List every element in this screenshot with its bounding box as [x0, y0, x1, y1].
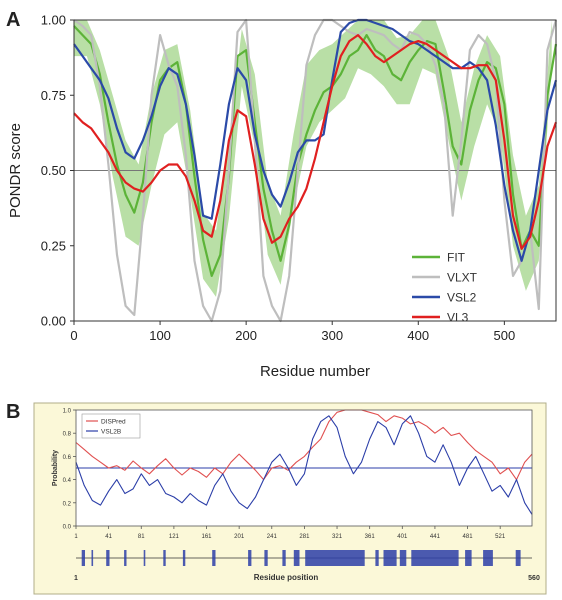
disorder-region	[106, 550, 110, 566]
panel-b-disorder-track	[76, 550, 532, 566]
y-tick-label: 1.0	[63, 409, 72, 415]
x-tick-label: 321	[332, 534, 343, 540]
y-tick-label: 0.25	[41, 238, 66, 253]
panel-a-y-axis-label: PONDR score	[7, 123, 24, 218]
y-tick-label: 0.4	[63, 478, 72, 484]
legend-label-vlxt: VLXT	[447, 271, 478, 285]
disorder-region	[143, 550, 146, 566]
panel-a-label: A	[6, 9, 20, 31]
panel-a-ticks: 0 100 200 300 400 500 0.00 0.25 0.50 0.75 1.00	[41, 13, 516, 344]
x-tick-label: 481	[463, 534, 474, 540]
y-tick-label: 0.2	[63, 501, 72, 507]
x-tick-label: 161	[202, 534, 213, 540]
x-tick-label: 521	[495, 534, 506, 540]
legend-label-dispred: DISPred	[101, 419, 126, 426]
x-tick-label: 81	[138, 534, 145, 540]
panel-b-chart: 1 41 81 121 161 201 241 281 321 361 401 441 481 521 0.…	[33, 402, 547, 595]
x-tick-label: 201	[234, 534, 245, 540]
x-tick-label: 300	[321, 328, 343, 343]
x-tick-label: 0	[70, 328, 77, 343]
panel-a-series-lines	[73, 18, 558, 323]
panel-b-ticks: 1 41 81 121 161 201 241 281 321 361 401 441 481 521 0.…	[63, 409, 506, 541]
x-tick-label: 500	[494, 328, 516, 343]
disorder-region	[163, 550, 166, 566]
panel-b-legend-box	[81, 413, 141, 439]
x-tick-label: 441	[430, 534, 441, 540]
x-tick-label: 100	[149, 328, 171, 343]
x-tick-label: 361	[365, 534, 376, 540]
x-tick-label: 200	[235, 328, 257, 343]
disorder-region	[182, 550, 186, 566]
disorder-region	[81, 550, 85, 566]
panel-a-legend: FIT VLXT VSL2 VL3	[412, 251, 478, 325]
disorder-region	[305, 550, 365, 566]
x-tick-label: 400	[407, 328, 429, 343]
disorder-region	[411, 550, 459, 566]
disorder-region	[124, 550, 127, 566]
x-tick-label: 1	[74, 534, 78, 540]
disorder-region	[383, 550, 397, 566]
panel-b-y-axis-label: Probability	[52, 450, 59, 486]
panel-b-series-lines	[75, 409, 533, 515]
disorder-region	[212, 550, 216, 566]
series-line-dispred	[75, 409, 533, 481]
disorder-region	[293, 550, 300, 566]
x-tick-label: 281	[299, 534, 310, 540]
panel-b-label: B	[6, 401, 20, 423]
disorder-region	[91, 550, 94, 566]
panel-a-x-axis-label: Residue number	[260, 363, 370, 380]
y-tick-label: 0.6	[63, 455, 72, 461]
fit-confidence-band	[74, 20, 552, 297]
y-tick-label: 0.0	[63, 525, 72, 531]
series-line-vl3	[73, 34, 558, 250]
disorder-region	[399, 550, 407, 566]
legend-label-fit: FIT	[447, 251, 466, 265]
panel-a-fit-band	[74, 20, 552, 297]
disorder-region	[248, 550, 252, 566]
series-line-vlxt	[73, 18, 558, 323]
x-tick-label: 401	[397, 534, 408, 540]
legend-label-vl3: VL3	[447, 311, 469, 325]
disorder-region	[515, 550, 521, 566]
x-tick-label: 121	[169, 534, 180, 540]
panel-b-residue-start: 1	[74, 575, 78, 582]
panel-b-residue-axis-label: Residue position	[254, 573, 319, 582]
panel-b-plot-frame	[75, 409, 533, 527]
y-tick-label: 1.00	[41, 13, 66, 28]
y-tick-label: 0.75	[41, 88, 66, 103]
legend-label-vsl2: VSL2	[447, 291, 477, 305]
disorder-region	[465, 550, 472, 566]
panel-a-chart: 0 100 200 300 400 500 0.00 0.25 0.50 0.75 1.00 Res…	[7, 13, 558, 380]
panel-b-legend: DISPred VSL2B	[81, 413, 141, 439]
disorder-region	[264, 550, 268, 566]
series-line-vsl2b	[75, 415, 533, 515]
disorder-region	[282, 550, 286, 566]
disorder-region	[483, 550, 493, 566]
y-tick-label: 0.8	[63, 432, 72, 438]
x-tick-label: 41	[105, 534, 112, 540]
panel-b-residue-end: 560	[528, 575, 540, 582]
y-tick-label: 0.00	[41, 314, 66, 329]
disorder-region	[375, 550, 379, 566]
legend-label-vsl2b: VSL2B	[101, 429, 121, 436]
y-tick-label: 0.50	[41, 163, 66, 178]
x-tick-label: 241	[267, 534, 278, 540]
